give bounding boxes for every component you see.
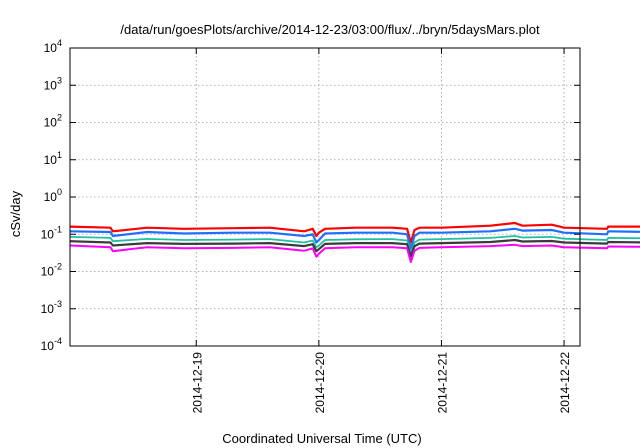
x-tick-label: 2014-12-19 bbox=[190, 352, 204, 414]
y-tick-label: 10-2 bbox=[41, 262, 62, 279]
x-axis-label: Coordinated Universal Time (UTC) bbox=[222, 431, 421, 446]
x-tick-label: 2014-12-22 bbox=[558, 352, 572, 414]
series-line-2 bbox=[69, 227, 640, 251]
grid-lines bbox=[70, 48, 580, 346]
y-tick-label: 102 bbox=[44, 113, 62, 130]
x-tick-label: 2014-12-21 bbox=[435, 352, 449, 414]
y-axis: 10-4 10-3 10-2 10-1 100 101 102 103 104 bbox=[41, 38, 580, 353]
y-tick-label: 100 bbox=[44, 187, 62, 204]
chart-title: /data/run/goesPlots/archive/2014-12-23/0… bbox=[120, 22, 540, 37]
y-tick-label: 104 bbox=[44, 38, 62, 55]
y-tick-label: 10-3 bbox=[41, 299, 62, 316]
y-tick-label: 103 bbox=[44, 75, 62, 92]
series-line-5 bbox=[69, 243, 640, 263]
series-line-1 bbox=[69, 221, 640, 244]
y-tick-label: 10-1 bbox=[41, 224, 62, 241]
y-tick-label: 10-4 bbox=[41, 336, 62, 353]
y-tick-label: 101 bbox=[44, 150, 62, 167]
x-axis: 2014-12-19 2014-12-20 2014-12-21 2014-12-22… bbox=[190, 48, 572, 414]
series-group bbox=[69, 221, 640, 263]
series-line-4 bbox=[69, 238, 640, 258]
x-tick-label: 2014-12-20 bbox=[313, 352, 327, 414]
series-line-3 bbox=[69, 235, 640, 255]
y-axis-label: cSv/day bbox=[8, 190, 23, 237]
